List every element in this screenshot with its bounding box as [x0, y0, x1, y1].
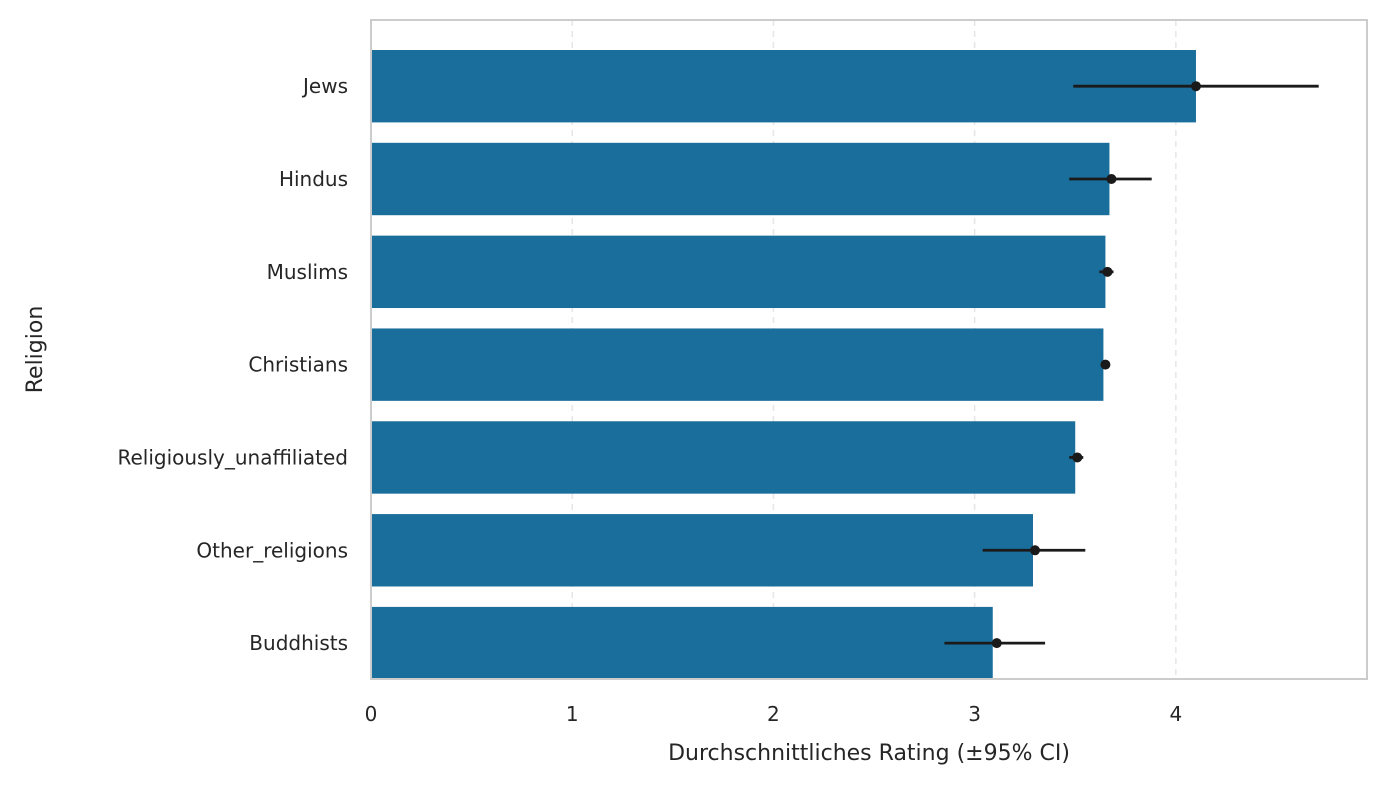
- y-tick-label: Other_religions: [196, 538, 348, 562]
- point-estimate-hindus: [1106, 174, 1117, 185]
- y-tick-label: Religiously_unaffiliated: [117, 445, 348, 469]
- y-axis-title: Religion: [23, 306, 48, 394]
- y-tick-label: Buddhists: [249, 631, 348, 655]
- bar-hindus: [371, 142, 1110, 216]
- point-estimate-jews: [1190, 81, 1201, 92]
- bar-muslims: [371, 235, 1106, 309]
- y-tick-label: Muslims: [267, 260, 348, 284]
- point-estimate-christians: [1100, 359, 1111, 370]
- bar-buddhists: [371, 606, 993, 680]
- y-tick-label: Christians: [248, 353, 348, 377]
- point-estimate-muslims: [1102, 266, 1113, 277]
- x-tick-labels: 0 1 2 3 4: [365, 702, 1183, 726]
- bar-christians: [371, 328, 1104, 401]
- bar-layer: [371, 50, 1196, 680]
- x-tick-label: 0: [365, 702, 378, 726]
- point-estimate-other_religions: [1030, 545, 1040, 556]
- x-tick-label: 1: [566, 702, 579, 726]
- point-estimate-buddhists: [991, 638, 1002, 649]
- x-axis-title: Durchschnittliches Rating (±95% CI): [668, 741, 1070, 766]
- y-tick-label: Hindus: [279, 167, 348, 191]
- y-tick-label: Jews: [301, 74, 348, 98]
- y-tick-labels: Jews Hindus Muslims Christians Religiously_u…: [117, 74, 348, 655]
- x-tick-label: 2: [767, 702, 780, 726]
- x-tick-label: 3: [968, 702, 981, 726]
- x-tick-label: 4: [1169, 702, 1182, 726]
- error-layer: [944, 81, 1319, 649]
- bar-religiously_unaffiliated: [371, 421, 1076, 494]
- point-estimate-religiously_unaffiliated: [1072, 452, 1083, 463]
- bar-other_religions: [371, 514, 1033, 587]
- bar-jews: [371, 50, 1196, 123]
- plot-frame: [370, 19, 1368, 680]
